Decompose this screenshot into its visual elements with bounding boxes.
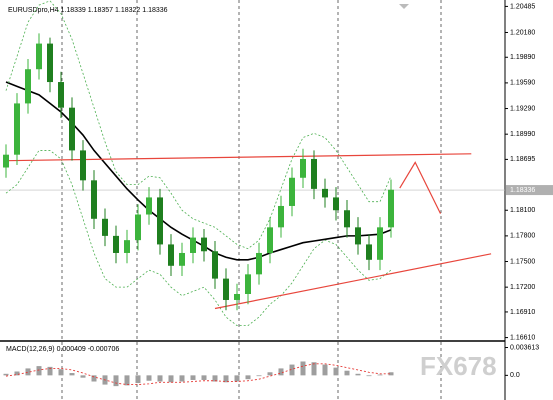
- candle-body: [311, 158, 317, 189]
- macd-bar: [333, 367, 339, 376]
- macd-bar: [3, 373, 9, 376]
- macd-bar: [311, 362, 317, 376]
- candle-body: [179, 252, 185, 266]
- candle-body: [322, 188, 328, 198]
- price-tag-label: 1.18336: [510, 187, 535, 194]
- macd-bar: [300, 361, 306, 376]
- candle-body: [47, 43, 53, 83]
- candle-body: [267, 227, 273, 253]
- candle-body: [223, 278, 229, 300]
- candle-body: [377, 227, 383, 260]
- y-tick-label: 1.17200: [510, 284, 535, 291]
- macd-tick-label: 0.003613: [510, 344, 539, 351]
- chart-title: EURUSDpro,H4 1.18339 1.18357 1.18322 1.1…: [8, 7, 168, 14]
- y-tick-label: 1.16610: [510, 334, 535, 341]
- macd-bar: [157, 375, 163, 382]
- candle-body: [234, 293, 240, 300]
- y-tick-label: 1.18695: [510, 156, 535, 163]
- indicator-line: [5, 0, 392, 250]
- macd-tick-label: 0.0: [510, 372, 520, 379]
- macd-bar: [146, 375, 152, 381]
- y-tick-label: 1.18100: [510, 207, 535, 214]
- macd-bar: [278, 368, 284, 376]
- candle-body: [124, 240, 130, 253]
- macd-bar: [190, 375, 196, 380]
- candle-body: [344, 210, 350, 228]
- y-tick-label: 1.19890: [510, 54, 535, 61]
- y-tick-label: 1.17500: [510, 258, 535, 265]
- macd-bar: [322, 364, 328, 376]
- candle-body: [25, 69, 31, 104]
- macd-bar: [58, 369, 64, 376]
- y-tick-label: 1.19590: [510, 80, 535, 87]
- candle-body: [157, 197, 163, 245]
- indicator-line: [5, 150, 392, 327]
- candle-body: [102, 218, 108, 236]
- y-tick-label: 1.20180: [510, 29, 535, 36]
- candle-body: [80, 150, 86, 181]
- candle-body: [14, 103, 20, 155]
- macd-bar: [366, 375, 372, 377]
- candle-body: [289, 177, 295, 206]
- macd-bar: [179, 375, 185, 382]
- macd-bar: [212, 375, 218, 382]
- macd-bar: [289, 364, 295, 376]
- y-tick-label: 1.18990: [510, 131, 535, 138]
- trendline: [399, 161, 442, 214]
- macd-bar: [223, 375, 229, 383]
- candle-body: [190, 237, 196, 253]
- macd-bar: [113, 375, 119, 387]
- macd-bar: [256, 375, 262, 377]
- macd-bar: [80, 375, 86, 378]
- macd-bar: [355, 373, 361, 376]
- candle-body: [245, 274, 251, 294]
- candle-body: [69, 107, 75, 151]
- macd-bar: [388, 372, 394, 376]
- y-tick-label: 1.20485: [510, 3, 535, 10]
- candle-body: [201, 237, 207, 252]
- candle-body: [146, 197, 152, 215]
- candle-body: [366, 244, 372, 260]
- candle-body: [355, 227, 361, 245]
- candle-body: [58, 82, 64, 108]
- price-tag: [506, 185, 553, 196]
- candle-body: [168, 244, 174, 266]
- candle-body: [388, 189, 394, 228]
- candle-body: [300, 158, 306, 178]
- macd-bar: [135, 375, 141, 384]
- candle-body: [3, 154, 9, 168]
- macd-bar: [267, 372, 273, 376]
- macd-bar: [344, 370, 350, 376]
- macd-bar: [36, 366, 42, 376]
- macd-signal: [5, 363, 391, 386]
- candle-body: [333, 197, 339, 211]
- macd-bar: [245, 375, 251, 380]
- macd-bar: [69, 373, 75, 376]
- macd-title: MACD(12,26,9) 0.000409 -0.000706: [6, 346, 119, 353]
- candle-body: [91, 180, 97, 219]
- candle-body: [278, 205, 284, 228]
- watermark: FX678: [420, 351, 497, 381]
- candle-body: [212, 251, 218, 279]
- macd-bar: [25, 368, 31, 376]
- macd-bar: [124, 375, 130, 386]
- y-tick-label: 1.17800: [510, 233, 535, 240]
- candle-body: [36, 43, 42, 70]
- candle-body: [113, 235, 119, 253]
- candle-body: [135, 214, 141, 241]
- y-tick-label: 1.16910: [510, 309, 535, 316]
- macd-bar: [14, 371, 20, 376]
- macd-bar: [91, 375, 97, 382]
- macd-bar: [234, 375, 240, 382]
- macd-bar: [168, 375, 174, 383]
- candle-body: [256, 252, 262, 275]
- macd-bar: [201, 375, 207, 380]
- shift-marker: [399, 4, 409, 9]
- y-tick-label: 1.19290: [510, 105, 535, 112]
- macd-bar: [47, 366, 53, 376]
- trendline: [214, 253, 492, 310]
- macd-bar: [377, 374, 383, 376]
